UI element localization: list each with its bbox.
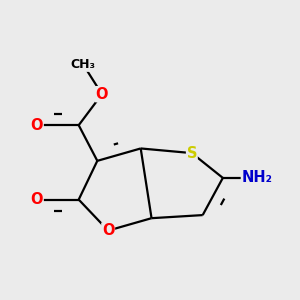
Text: O: O [102, 223, 114, 238]
Text: O: O [96, 87, 108, 102]
Text: O: O [31, 118, 43, 133]
Text: CH₃: CH₃ [71, 58, 96, 71]
Text: O: O [31, 192, 43, 207]
Text: NH₂: NH₂ [242, 170, 272, 185]
Text: S: S [187, 146, 197, 160]
